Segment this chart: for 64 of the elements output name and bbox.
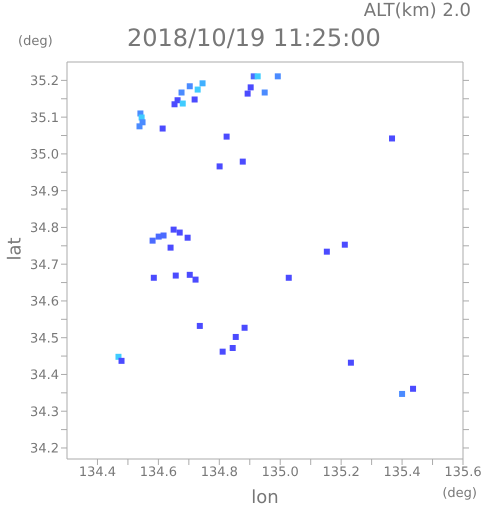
point — [216, 163, 223, 170]
y-tick-label: 34.3 — [30, 404, 59, 420]
point — [180, 100, 186, 107]
y-tick-label: 35.0 — [30, 148, 59, 163]
point — [196, 322, 203, 329]
point — [410, 386, 416, 392]
point — [176, 230, 183, 236]
text: (deg) — [442, 486, 477, 501]
point — [248, 84, 254, 90]
point — [348, 360, 354, 366]
point — [178, 90, 185, 96]
point — [242, 324, 248, 331]
point — [184, 234, 191, 241]
point — [342, 242, 348, 248]
point — [389, 135, 396, 142]
x-tick-label: 134.8 — [200, 465, 238, 480]
x-tick-label: 134.4 — [78, 465, 116, 480]
point — [220, 348, 226, 355]
point — [244, 90, 251, 97]
point — [286, 274, 292, 281]
point — [168, 244, 174, 251]
point — [150, 274, 157, 281]
point — [194, 86, 201, 93]
text: (deg) — [18, 34, 53, 49]
point — [324, 248, 330, 255]
point — [262, 90, 268, 96]
y-tick-label: 34.5 — [30, 331, 59, 346]
point — [254, 73, 261, 80]
point — [230, 344, 236, 351]
point — [274, 73, 281, 80]
y-tick-label: 34.4 — [30, 368, 59, 384]
point — [150, 238, 156, 244]
x-tick-label: 135.6 — [444, 465, 482, 480]
point — [186, 83, 193, 90]
x-tick-label: 135.4 — [383, 465, 421, 480]
point — [170, 226, 177, 233]
point — [240, 158, 246, 165]
y-tick-label: 34.7 — [30, 258, 59, 273]
y-tick-label: 34.6 — [30, 294, 59, 310]
y-tick-label: 35.2 — [30, 74, 59, 89]
y-tick-label: 34.2 — [30, 442, 59, 457]
x-tick-label: 135.0 — [262, 465, 299, 480]
point — [399, 390, 406, 397]
x-tick-label: 134.6 — [140, 465, 177, 480]
point — [160, 126, 166, 132]
point — [172, 272, 179, 279]
point — [172, 101, 178, 108]
y-axis-title: lat — [4, 237, 26, 260]
x-tick-label: 135.2 — [322, 465, 360, 480]
chart-title: 2018/10/19 11:25:00 — [127, 24, 381, 52]
point — [200, 80, 206, 86]
y-tick-label: 35.1 — [30, 110, 59, 126]
text: ALT(km) 2.0 — [364, 0, 471, 21]
x-axis-title: lon — [251, 487, 279, 508]
point — [192, 276, 199, 283]
point — [136, 123, 142, 130]
point — [186, 272, 193, 278]
point — [232, 334, 239, 340]
point — [118, 358, 125, 364]
point — [224, 134, 230, 140]
y-tick-label: 34.8 — [30, 221, 59, 236]
point — [160, 232, 167, 239]
y-tick-label: 34.9 — [30, 184, 59, 200]
point — [192, 96, 198, 102]
